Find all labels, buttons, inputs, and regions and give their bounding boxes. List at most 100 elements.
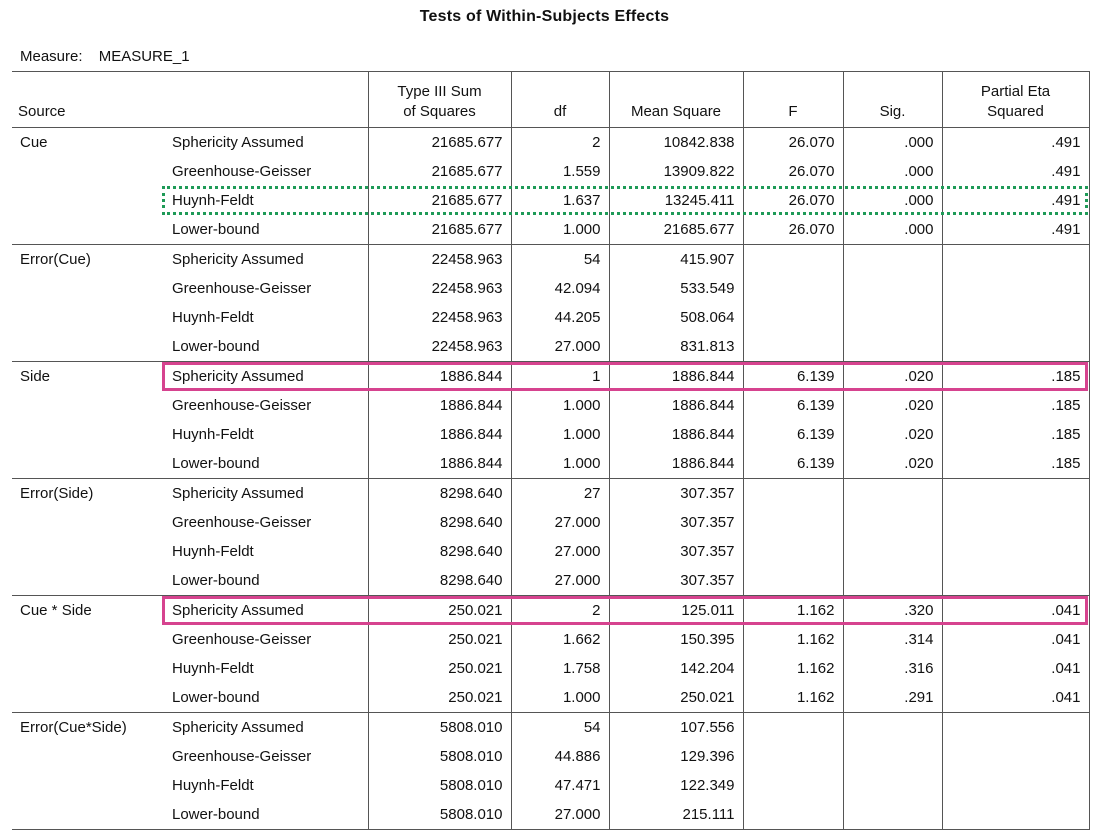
table-row: Greenhouse-Geisser 1886.844 1.000 1886.844 6… [12,391,1090,420]
source-cell: Error(Cue*Side) [20,719,127,736]
mean-square-cell: 13245.411 [608,186,743,215]
header-source: Source [12,71,164,128]
df-cell: 54 [510,712,609,742]
sum-of-squares-cell: 5808.010 [367,800,511,830]
partial-eta-cell [941,771,1090,800]
sig-cell [842,274,942,303]
table-row: Lower-bound 8298.640 27.000 307.357 [12,566,1090,596]
f-cell [742,566,843,596]
table-row: Huynh-Feldt 250.021 1.758 142.204 1.162.316.… [12,654,1090,683]
table-row: Lower-bound 1886.844 1.000 1886.844 6.139.02… [12,449,1090,479]
source-cell [12,625,164,654]
f-cell [742,742,843,771]
header-sig: Sig. [842,71,942,128]
correction-cell: Greenhouse-Geisser [172,280,312,297]
table-row: Greenhouse-Geisser 250.021 1.662 150.395 1.1… [12,625,1090,654]
table-row: Greenhouse-Geisser 22458.963 42.094 533.549 [12,274,1090,303]
sig-cell [842,478,942,508]
table-row: Huynh-Feldt 8298.640 27.000 307.357 [12,537,1090,566]
correction-cell: Sphericity Assumed [172,719,304,736]
sig-cell [842,303,942,332]
correction-cell: Sphericity Assumed [172,485,304,502]
mean-square-cell: 533.549 [608,274,743,303]
f-cell [742,244,843,274]
table-row: Lower-bound 21685.677 1.000 21685.677 26.070… [12,215,1090,245]
mean-square-cell: 107.556 [608,712,743,742]
source-cell [12,420,164,449]
header-f: F [742,71,843,128]
header-eta-line1: Partial Eta [980,83,1051,100]
correction-cell: Lower-bound [164,683,368,713]
df-cell: 2 [510,595,609,625]
sig-cell: .314 [842,625,942,654]
source-cell: Error(Cue) [20,251,91,268]
source-cell [12,771,164,800]
f-cell: 1.162 [742,595,843,625]
df-cell: 2 [510,127,609,157]
mean-square-cell: 125.011 [608,595,743,625]
source-cell [12,449,164,479]
sig-cell: .020 [842,420,942,449]
df-cell: 47.471 [510,771,609,800]
f-cell [742,712,843,742]
partial-eta-cell [941,742,1090,771]
partial-eta-cell: .491 [941,157,1090,186]
source-cell [12,157,164,186]
mean-square-cell: 21685.677 [608,215,743,245]
f-cell [742,303,843,332]
sum-of-squares-cell: 22458.963 [367,244,511,274]
df-cell: 1.000 [510,449,609,479]
partial-eta-cell [941,332,1090,362]
sum-of-squares-cell: 8298.640 [367,566,511,596]
sum-of-squares-cell: 250.021 [367,595,511,625]
correction-cell: Sphericity Assumed [172,251,304,268]
df-cell: 27.000 [510,537,609,566]
f-cell [742,771,843,800]
correction-cell: Huynh-Feldt [172,543,254,560]
mean-square-cell: 307.357 [608,508,743,537]
table-row: Error(Cue) Sphericity Assumed 22458.963 54 4… [12,244,1090,274]
sum-of-squares-cell: 21685.677 [367,186,511,215]
sum-of-squares-cell: 5808.010 [367,712,511,742]
header-partial-eta: Partial Eta Squared [941,71,1090,128]
table-row: Huynh-Feldt 5808.010 47.471 122.349 [12,771,1090,800]
correction-cell: Lower-bound [164,332,368,362]
partial-eta-cell [941,303,1090,332]
header-correction [164,71,368,128]
measure-label: Measure: [20,48,83,65]
header-ss-line1: Type III Sum [397,83,482,100]
df-cell: 54 [510,244,609,274]
mean-square-cell: 415.907 [608,244,743,274]
f-cell: 1.162 [742,683,843,713]
df-cell: 1.000 [510,391,609,420]
sum-of-squares-cell: 250.021 [367,625,511,654]
table-row: Greenhouse-Geisser 8298.640 27.000 307.357 [12,508,1090,537]
sig-cell: .320 [842,595,942,625]
mean-square-cell: 142.204 [608,654,743,683]
source-cell [12,654,164,683]
mean-square-cell: 1886.844 [608,391,743,420]
sig-cell: .020 [842,391,942,420]
source-cell [12,391,164,420]
correction-cell: Sphericity Assumed [172,134,304,151]
sig-cell: .000 [842,186,942,215]
header-ss-line2: of Squares [403,103,476,120]
mean-square-cell: 1886.844 [608,420,743,449]
sig-cell [842,566,942,596]
sig-cell [842,742,942,771]
sum-of-squares-cell: 8298.640 [367,537,511,566]
source-cell: Cue * Side [20,602,92,619]
sig-cell [842,800,942,830]
partial-eta-cell [941,537,1090,566]
header-eta-line2: Squared [987,103,1044,120]
header-df: df [510,71,609,128]
measure-value: MEASURE_1 [98,48,190,65]
f-cell: 26.070 [742,215,843,245]
df-cell: 1.559 [510,157,609,186]
f-cell: 26.070 [742,186,843,215]
source-cell [12,800,164,830]
partial-eta-cell [941,244,1090,274]
f-cell [742,537,843,566]
f-cell: 6.139 [742,449,843,479]
source-cell [12,566,164,596]
